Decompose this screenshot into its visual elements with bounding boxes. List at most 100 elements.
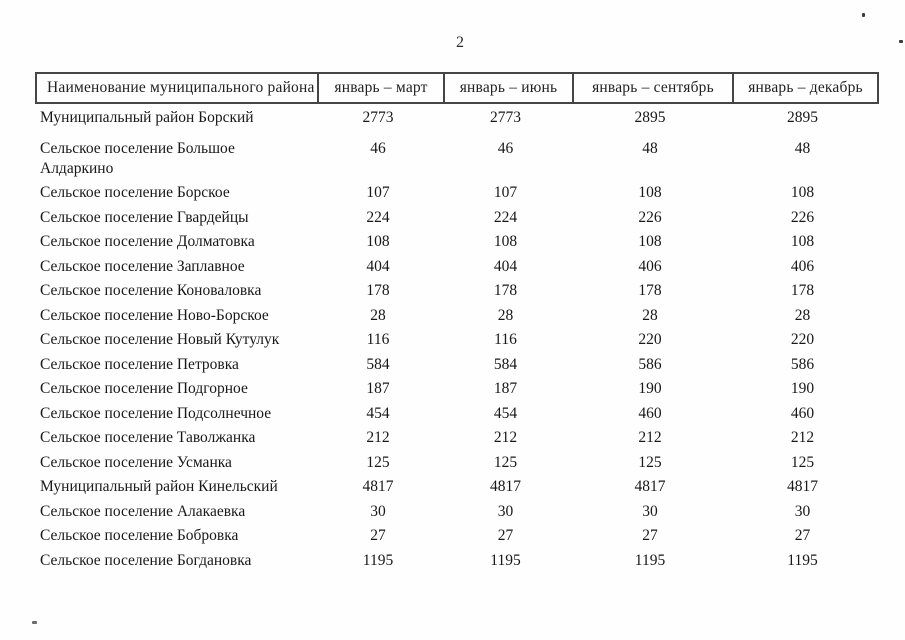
row-value-cell: 212 xyxy=(493,429,518,446)
row-name-cell: Сельское поселение Петровка xyxy=(40,355,239,373)
row-value-cell: 187 xyxy=(366,380,390,397)
row-name-cell: Сельское поселение Подсолнечное xyxy=(40,404,272,422)
table-row: Сельское поселение Борское 107 107 108 108 xyxy=(35,179,879,204)
row-name-cell: Сельское поселение Гвардейцы xyxy=(40,208,249,226)
row-value-cell: 2895 xyxy=(634,109,666,126)
row-value-cell: 178 xyxy=(790,282,815,299)
row-value-cell: 212 xyxy=(366,429,390,446)
column-header: январь – март xyxy=(317,74,443,102)
table-row: Сельское поселение Ново-Борское 28 28 28 28 xyxy=(35,302,879,327)
table-row: Сельское поселение Усманка 125 125 125 125 xyxy=(35,449,879,474)
row-value-cell: 1195 xyxy=(362,551,394,569)
row-name-cell: Сельское поселение Новый Кутулук xyxy=(40,331,280,348)
row-name-cell: Сельское поселение Долматовка xyxy=(40,233,255,250)
row-value-cell: 108 xyxy=(366,233,390,250)
row-value-cell: 178 xyxy=(366,282,390,299)
row-value-cell: 125 xyxy=(366,453,390,471)
row-name-cell: Муниципальный район Борский xyxy=(40,109,254,126)
row-value-cell: 1195 xyxy=(490,551,521,569)
row-value-cell: 108 xyxy=(790,233,815,250)
row-value-cell: 30 xyxy=(497,502,514,520)
row-value-cell: 4817 xyxy=(634,478,666,495)
row-name-cell: Сельское поселение Богдановка xyxy=(40,551,252,569)
page-number: 2 xyxy=(456,34,464,51)
row-value-cell: 404 xyxy=(493,257,518,275)
row-value-cell: 116 xyxy=(366,331,390,348)
row-value-cell: 28 xyxy=(497,306,514,324)
row-value-cell: 2773 xyxy=(490,109,521,126)
row-value-cell: 1195 xyxy=(787,551,818,569)
row-name-cell: Сельское поселение Подгорное xyxy=(40,380,248,397)
row-name-cell: Муниципальный район Кинельский xyxy=(40,478,278,495)
row-value-cell: 404 xyxy=(366,257,390,275)
row-value-cell: 220 xyxy=(638,331,662,348)
table-row: Сельское поселение Богдановка 1195 1195 119… xyxy=(35,547,879,572)
row-value-cell: 46 xyxy=(497,140,514,157)
table-row: Сельское поселение Петровка 584 584 586 586 xyxy=(35,351,879,376)
row-value-cell: 108 xyxy=(493,233,518,250)
row-value-cell: 212 xyxy=(790,429,815,446)
table-row: Сельское поселение Таволжанка 212 212 212 21… xyxy=(35,424,879,449)
row-value-cell: 107 xyxy=(366,184,390,201)
row-value-cell: 28 xyxy=(794,306,811,324)
row-value-cell: 190 xyxy=(790,380,815,397)
row-name-cell: Сельское поселение Заплавное xyxy=(40,257,245,275)
row-value-cell: 2895 xyxy=(787,109,818,126)
column-header: январь – сентябрь xyxy=(572,74,732,102)
table-row: Сельское поселение Новый Кутулук 116 116 22… xyxy=(35,326,879,351)
row-name-cell: Сельское поселение Борское xyxy=(40,184,230,201)
row-value-cell: 454 xyxy=(493,404,518,422)
column-header: Наименование муниципального района xyxy=(47,79,315,96)
row-value-cell: 27 xyxy=(642,527,658,544)
row-value-cell: 454 xyxy=(366,404,390,422)
scan-speck xyxy=(862,13,865,17)
row-name-cell: Сельское поселение Таволжанка xyxy=(40,429,256,446)
row-name-cell: Сельское поселение Коноваловка xyxy=(40,282,262,299)
row-value-cell: 108 xyxy=(638,233,662,250)
row-value-cell: 2773 xyxy=(362,109,394,126)
table-row: Сельское поселение Гвардейцы 224 224 226 226 xyxy=(35,204,879,229)
row-value-cell: 125 xyxy=(638,453,662,471)
row-value-cell: 30 xyxy=(794,502,811,520)
table-row: Сельское поселение Алакаевка 30 30 30 30 xyxy=(35,498,879,523)
row-value-cell: 28 xyxy=(642,306,658,324)
table-row: Сельское поселение Подгорное 187 187 190 190 xyxy=(35,375,879,400)
table-header-row: Наименование муниципального района январь… xyxy=(35,72,879,104)
row-value-cell: 586 xyxy=(790,355,815,373)
table-row: Сельское поселение Большое Алдаркино 46 46… xyxy=(35,135,879,179)
row-value-cell: 224 xyxy=(493,208,518,226)
row-name-cell: Сельское поселение Большое Алдаркино xyxy=(40,140,235,177)
row-value-cell: 406 xyxy=(638,257,662,275)
column-header: январь – декабрь xyxy=(732,74,877,102)
scan-speck xyxy=(899,40,903,43)
row-value-cell: 27 xyxy=(497,527,514,544)
row-value-cell: 30 xyxy=(370,502,386,520)
row-value-cell: 27 xyxy=(794,527,811,544)
row-value-cell: 46 xyxy=(370,140,386,157)
row-value-cell: 4817 xyxy=(362,478,394,495)
row-value-cell: 116 xyxy=(494,331,517,348)
table-row: Муниципальный район Кинельский 4817 4817 48… xyxy=(35,473,879,498)
row-value-cell: 27 xyxy=(370,527,386,544)
table-body: Муниципальный район Борский 2773 2773 2895 2… xyxy=(35,104,879,571)
row-value-cell: 108 xyxy=(638,184,662,201)
scan-speck xyxy=(32,621,37,624)
row-value-cell: 190 xyxy=(638,380,662,397)
row-value-cell: 212 xyxy=(638,429,662,446)
row-name-cell: Сельское поселение Бобровка xyxy=(40,527,239,544)
row-value-cell: 460 xyxy=(790,404,815,422)
row-value-cell: 1195 xyxy=(634,551,666,569)
row-value-cell: 460 xyxy=(638,404,662,422)
row-value-cell: 187 xyxy=(493,380,518,397)
row-value-cell: 125 xyxy=(790,453,815,471)
row-value-cell: 178 xyxy=(493,282,518,299)
table-row: Сельское поселение Бобровка 27 27 27 27 xyxy=(35,522,879,547)
row-value-cell: 226 xyxy=(638,208,662,226)
row-value-cell: 584 xyxy=(493,355,518,373)
row-value-cell: 107 xyxy=(493,184,518,201)
municipal-districts-table: Наименование муниципального района январь… xyxy=(35,72,879,571)
row-value-cell: 4817 xyxy=(787,478,818,495)
row-value-cell: 220 xyxy=(790,331,815,348)
row-value-cell: 125 xyxy=(493,453,518,471)
